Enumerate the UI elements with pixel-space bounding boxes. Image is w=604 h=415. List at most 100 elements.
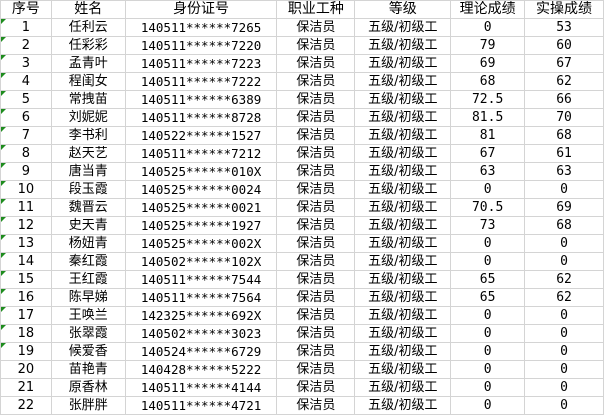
error-indicator-icon[interactable] xyxy=(1,289,6,294)
cell-level[interactable]: 五级/初级工 xyxy=(354,396,452,415)
cell-level[interactable]: 五级/初级工 xyxy=(354,162,452,181)
cell-name[interactable]: 陈早娣 xyxy=(50,288,126,307)
cell-id[interactable]: 140525******0021 xyxy=(124,198,278,217)
cell-no[interactable]: 1 xyxy=(0,18,52,37)
cell-theory[interactable]: 81.5 xyxy=(450,108,526,127)
cell-id[interactable]: 140522******1527 xyxy=(124,126,278,145)
cell-theory[interactable]: 0 xyxy=(450,342,526,361)
cell-level[interactable]: 五级/初级工 xyxy=(354,306,452,325)
cell-level[interactable]: 五级/初级工 xyxy=(354,234,452,253)
cell-id[interactable]: 140511******7544 xyxy=(124,270,278,289)
cell-practice[interactable]: 0 xyxy=(524,306,604,325)
cell-no[interactable]: 21 xyxy=(0,378,52,397)
header-cell-no[interactable]: 序号 xyxy=(0,0,52,19)
cell-practice[interactable]: 67 xyxy=(524,54,604,73)
cell-job[interactable]: 保洁员 xyxy=(276,342,356,361)
header-cell-practice[interactable]: 实操成绩 xyxy=(524,0,604,19)
cell-id[interactable]: 140511******7212 xyxy=(124,144,278,163)
cell-theory[interactable]: 72.5 xyxy=(450,90,526,109)
cell-no[interactable]: 19 xyxy=(0,342,52,361)
cell-level[interactable]: 五级/初级工 xyxy=(354,90,452,109)
cell-no[interactable]: 8 xyxy=(0,144,52,163)
cell-id[interactable]: 140511******6389 xyxy=(124,90,278,109)
cell-no[interactable]: 14 xyxy=(0,252,52,271)
error-indicator-icon[interactable] xyxy=(1,163,6,168)
cell-level[interactable]: 五级/初级工 xyxy=(354,252,452,271)
cell-job[interactable]: 保洁员 xyxy=(276,360,356,379)
error-indicator-icon[interactable] xyxy=(1,253,6,258)
cell-name[interactable]: 段玉霞 xyxy=(50,180,126,199)
cell-id[interactable]: 140525******0024 xyxy=(124,180,278,199)
cell-job[interactable]: 保洁员 xyxy=(276,108,356,127)
cell-no[interactable]: 20 xyxy=(0,360,52,379)
cell-id[interactable]: 140511******7564 xyxy=(124,288,278,307)
cell-job[interactable]: 保洁员 xyxy=(276,90,356,109)
cell-name[interactable]: 苗艳青 xyxy=(50,360,126,379)
cell-practice[interactable]: 60 xyxy=(524,36,604,55)
cell-id[interactable]: 140525******1927 xyxy=(124,216,278,235)
cell-practice[interactable]: 0 xyxy=(524,360,604,379)
cell-id[interactable]: 140524******6729 xyxy=(124,342,278,361)
cell-practice[interactable]: 0 xyxy=(524,396,604,415)
cell-no[interactable]: 15 xyxy=(0,270,52,289)
cell-id[interactable]: 142325******692X xyxy=(124,306,278,325)
error-indicator-icon[interactable] xyxy=(1,91,6,96)
cell-name[interactable]: 史天青 xyxy=(50,216,126,235)
cell-name[interactable]: 王唤兰 xyxy=(50,306,126,325)
cell-practice[interactable]: 0 xyxy=(524,180,604,199)
cell-no[interactable]: 6 xyxy=(0,108,52,127)
cell-name[interactable]: 刘妮妮 xyxy=(50,108,126,127)
cell-job[interactable]: 保洁员 xyxy=(276,396,356,415)
cell-practice[interactable]: 68 xyxy=(524,126,604,145)
cell-job[interactable]: 保洁员 xyxy=(276,126,356,145)
error-indicator-icon[interactable] xyxy=(1,217,6,222)
cell-theory[interactable]: 73 xyxy=(450,216,526,235)
cell-name[interactable]: 任彩彩 xyxy=(50,36,126,55)
cell-level[interactable]: 五级/初级工 xyxy=(354,270,452,289)
cell-no[interactable]: 5 xyxy=(0,90,52,109)
cell-job[interactable]: 保洁员 xyxy=(276,36,356,55)
cell-practice[interactable]: 0 xyxy=(524,234,604,253)
error-indicator-icon[interactable] xyxy=(1,19,6,24)
error-indicator-icon[interactable] xyxy=(1,127,6,132)
cell-id[interactable]: 140511******7223 xyxy=(124,54,278,73)
cell-job[interactable]: 保洁员 xyxy=(276,234,356,253)
cell-id[interactable]: 140428******5222 xyxy=(124,360,278,379)
cell-name[interactable]: 杨妞青 xyxy=(50,234,126,253)
header-cell-theory[interactable]: 理论成绩 xyxy=(450,0,526,19)
cell-level[interactable]: 五级/初级工 xyxy=(354,54,452,73)
header-cell-level[interactable]: 等级 xyxy=(354,0,452,19)
cell-practice[interactable]: 62 xyxy=(524,270,604,289)
error-indicator-icon[interactable] xyxy=(1,181,6,186)
cell-theory[interactable]: 65 xyxy=(450,270,526,289)
cell-job[interactable]: 保洁员 xyxy=(276,216,356,235)
cell-job[interactable]: 保洁员 xyxy=(276,180,356,199)
cell-name[interactable]: 王红霞 xyxy=(50,270,126,289)
cell-no[interactable]: 17 xyxy=(0,306,52,325)
cell-practice[interactable]: 63 xyxy=(524,162,604,181)
error-indicator-icon[interactable] xyxy=(1,145,6,150)
cell-theory[interactable]: 70.5 xyxy=(450,198,526,217)
cell-job[interactable]: 保洁员 xyxy=(276,54,356,73)
cell-level[interactable]: 五级/初级工 xyxy=(354,72,452,91)
cell-id[interactable]: 140511******7220 xyxy=(124,36,278,55)
cell-job[interactable]: 保洁员 xyxy=(276,162,356,181)
cell-level[interactable]: 五级/初级工 xyxy=(354,324,452,343)
cell-level[interactable]: 五级/初级工 xyxy=(354,144,452,163)
cell-name[interactable]: 张翠霞 xyxy=(50,324,126,343)
header-cell-id[interactable]: 身份证号 xyxy=(124,0,278,19)
cell-id[interactable]: 140511******4721 xyxy=(124,396,278,415)
cell-no[interactable]: 2 xyxy=(0,36,52,55)
cell-theory[interactable]: 0 xyxy=(450,18,526,37)
cell-id[interactable]: 140511******8728 xyxy=(124,108,278,127)
error-indicator-icon[interactable] xyxy=(1,343,6,348)
error-indicator-icon[interactable] xyxy=(1,55,6,60)
cell-theory[interactable]: 0 xyxy=(450,180,526,199)
cell-level[interactable]: 五级/初级工 xyxy=(354,18,452,37)
cell-theory[interactable]: 81 xyxy=(450,126,526,145)
cell-level[interactable]: 五级/初级工 xyxy=(354,198,452,217)
cell-no[interactable]: 16 xyxy=(0,288,52,307)
cell-practice[interactable]: 0 xyxy=(524,378,604,397)
cell-theory[interactable]: 65 xyxy=(450,288,526,307)
cell-no[interactable]: 4 xyxy=(0,72,52,91)
